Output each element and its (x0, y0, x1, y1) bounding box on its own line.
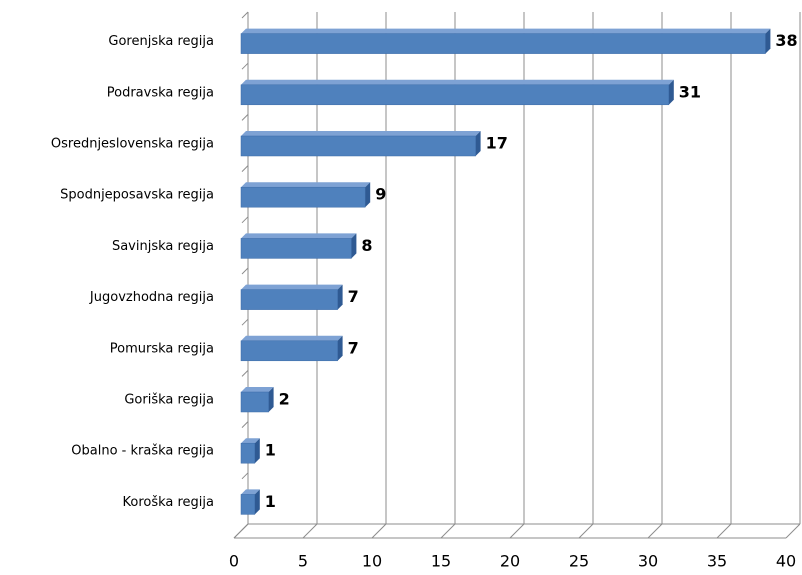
y-tick-label: Osrednjeslovenska regija (51, 137, 214, 152)
value-label: 1 (265, 492, 276, 511)
wall-tick (241, 114, 249, 121)
wall-tick (241, 267, 249, 275)
y-tick-label: Pomurska regija (110, 341, 214, 356)
floor-tick (233, 523, 249, 539)
bar (240, 489, 260, 515)
bar (240, 284, 343, 310)
floor-tick (785, 523, 801, 539)
x-tick-label: 10 (362, 552, 382, 571)
y-tick-label: Podravska regija (107, 85, 214, 100)
y-tick-label: Savinjska regija (112, 239, 214, 254)
y-tick-label: Obalno - kraška regija (71, 444, 214, 459)
wall-tick (241, 216, 249, 224)
y-tick-label: Jugovzhodna regija (89, 290, 214, 305)
value-label: 17 (486, 134, 508, 153)
value-label: 38 (775, 31, 797, 50)
y-tick-label: Koroška regija (122, 495, 214, 510)
value-label: 1 (265, 441, 276, 460)
floor-tick (647, 523, 663, 539)
floor-tick (302, 523, 318, 539)
value-label: 9 (375, 185, 386, 204)
bar (240, 28, 771, 54)
wall-tick (241, 165, 249, 172)
bar (240, 233, 357, 259)
wall-tick (241, 421, 249, 428)
floor-tick (716, 523, 732, 539)
x-tick-label: 0 (229, 552, 239, 571)
bar (240, 438, 260, 464)
floor-tick (509, 523, 525, 539)
bar (240, 131, 481, 157)
value-label: 2 (279, 390, 290, 409)
bar (240, 387, 274, 413)
y-tick-label: Gorenjska regija (108, 34, 214, 49)
floor-tick (578, 523, 594, 539)
wall-tick (241, 472, 249, 480)
x-tick-label: 40 (776, 552, 796, 571)
x-tick-label: 5 (298, 552, 308, 571)
x-tick-label: 35 (707, 552, 727, 571)
bar (240, 182, 371, 208)
bar (240, 335, 343, 362)
x-tick-label: 15 (431, 552, 451, 571)
floor-tick (440, 523, 456, 539)
value-label: 7 (348, 287, 359, 306)
wall-tick (241, 11, 249, 19)
value-label: 7 (348, 338, 359, 357)
wall-tick (241, 318, 249, 326)
x-tick-label: 25 (569, 552, 589, 571)
value-label: 8 (361, 236, 372, 255)
floor-tick (371, 523, 387, 539)
x-tick-label: 20 (500, 552, 520, 571)
value-label: 31 (679, 82, 701, 101)
bar (240, 79, 674, 106)
wall-tick (241, 62, 249, 70)
y-tick-label: Spodnjeposavska regija (60, 188, 214, 203)
wall-tick (241, 370, 249, 377)
x-tick-label: 30 (638, 552, 658, 571)
y-tick-label: Goriška regija (124, 393, 214, 408)
